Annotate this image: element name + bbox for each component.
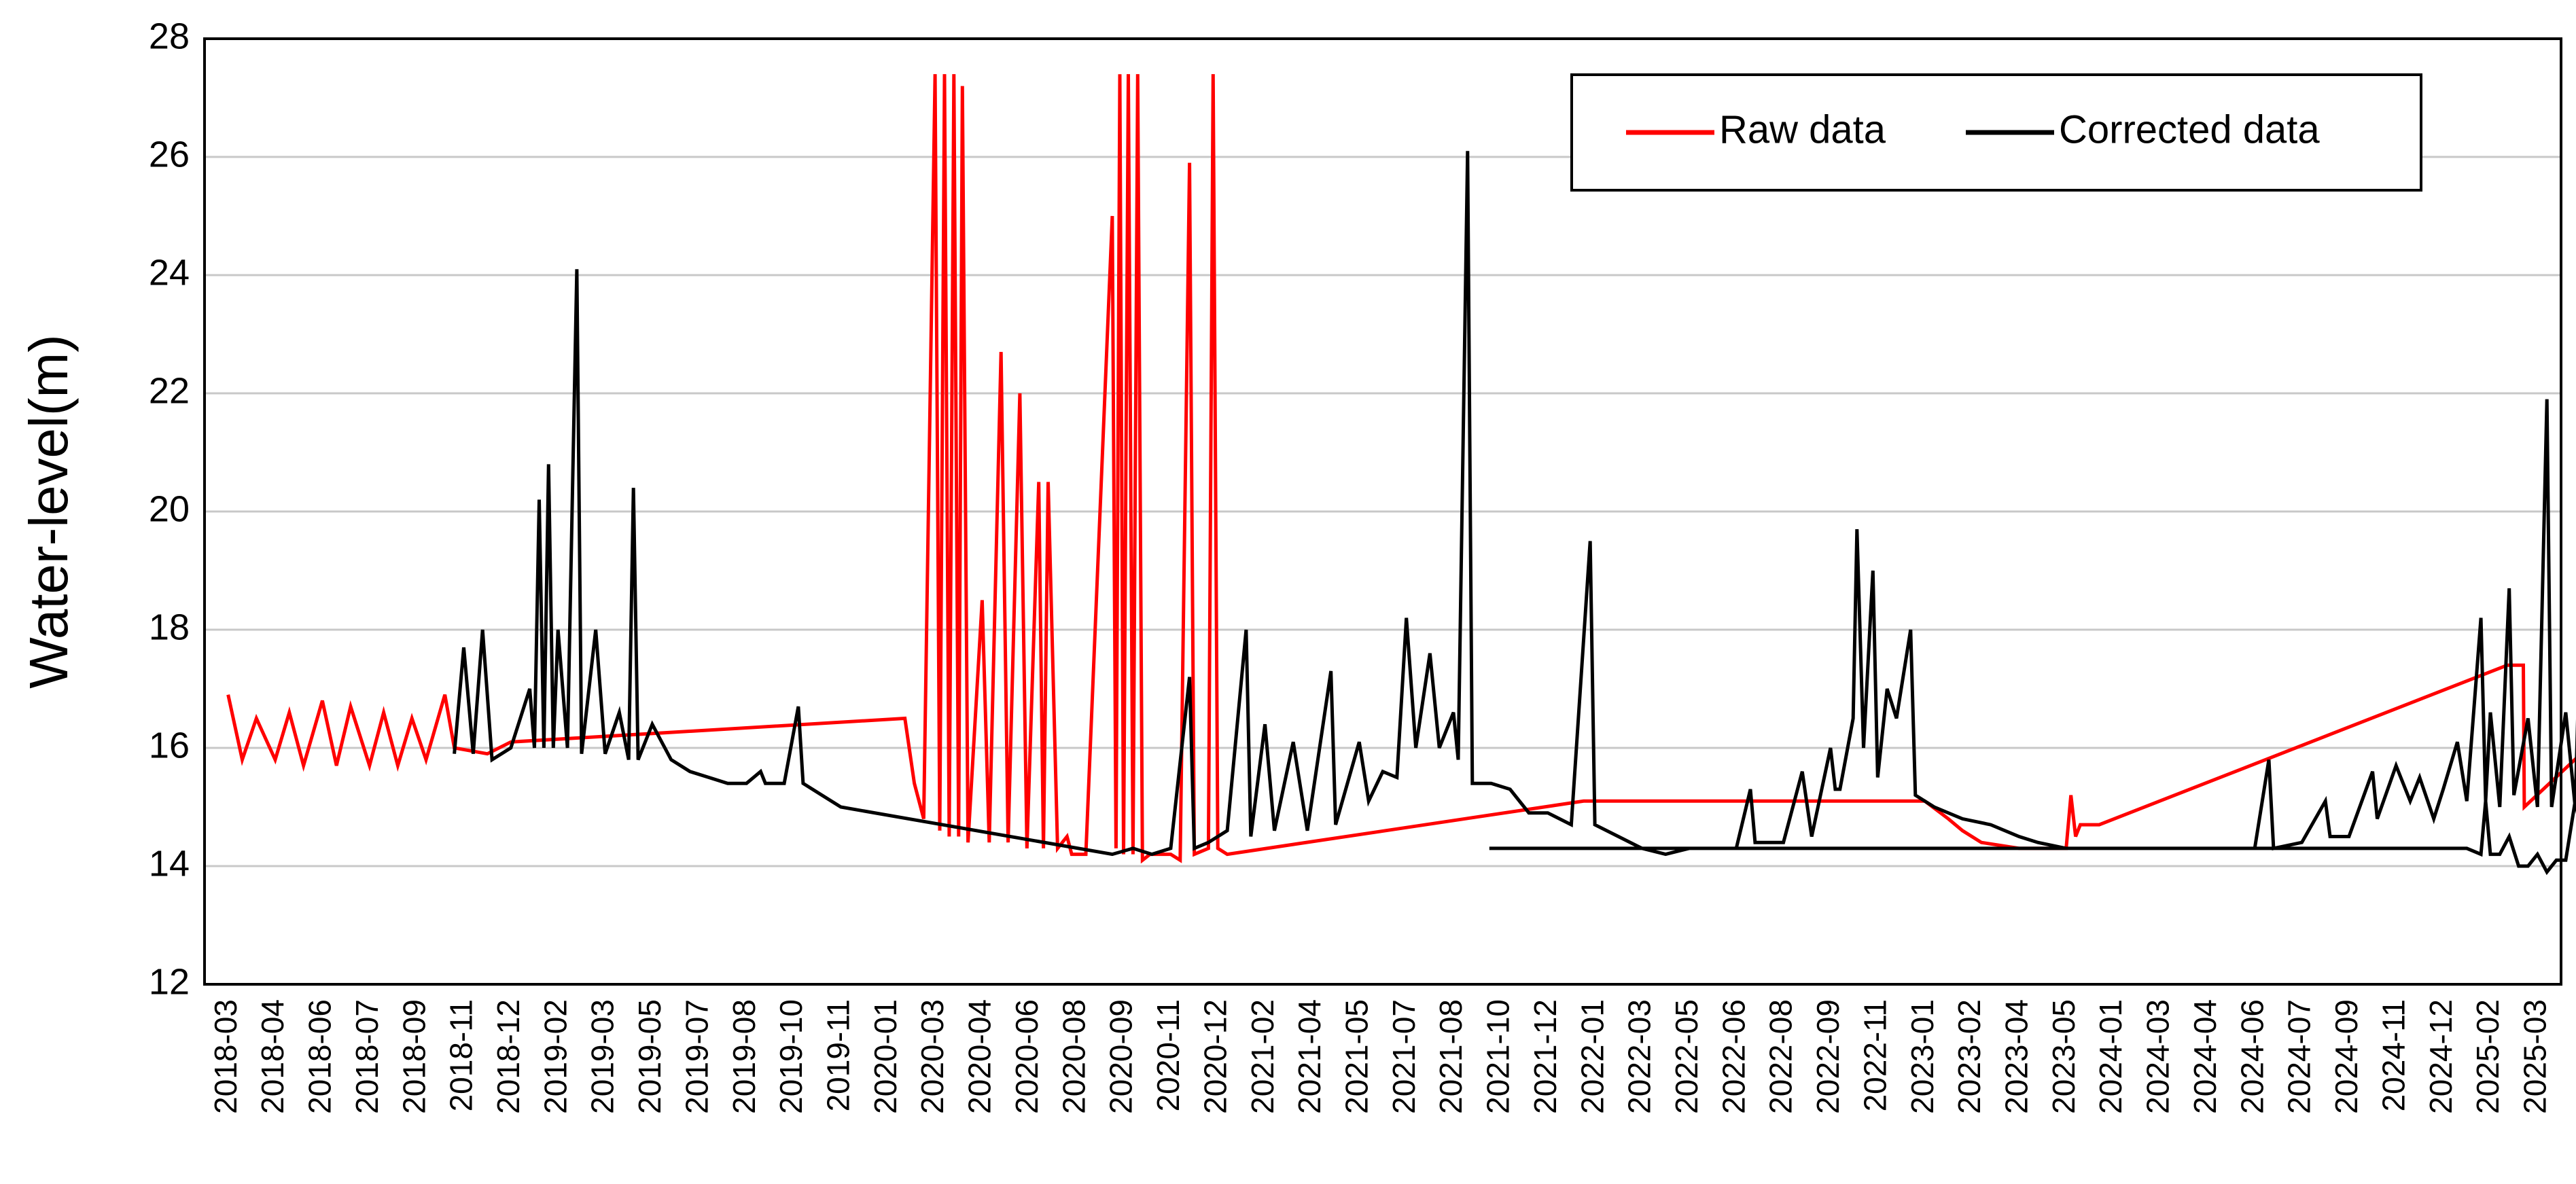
x-tick-label: 2018-11 (444, 999, 479, 1111)
x-axis-ticks: 2018-03 2018-04 2018-06 2018-07 2018-09 2018-… (208, 999, 2553, 1114)
x-tick-label: 2020-04 (962, 999, 998, 1114)
y-axis-label: Water-level(m) (18, 334, 79, 688)
x-tick-label: 2024-12 (2423, 999, 2458, 1114)
x-tick-label: 2022-01 (1574, 999, 1610, 1114)
y-axis-ticks: 12 14 16 18 20 22 24 26 28 (149, 16, 190, 1002)
x-tick-label: 2021-02 (1245, 999, 1280, 1114)
x-tick-label: 2020-09 (1104, 999, 1139, 1114)
x-tick-label: 2018-09 (396, 999, 431, 1114)
x-tick-label: 2025-03 (2517, 999, 2552, 1114)
x-tick-label: 2024-09 (2329, 999, 2364, 1114)
grid-layer (205, 156, 2561, 867)
x-tick-label: 2019-03 (585, 999, 620, 1114)
x-tick-label: 2019-08 (726, 999, 762, 1114)
x-tick-label: 2023-02 (1952, 999, 1987, 1114)
y-tick-label: 22 (149, 370, 190, 411)
y-tick-label: 28 (149, 16, 190, 56)
x-tick-label: 2018-06 (302, 999, 338, 1114)
x-tick-label: 2025-02 (2470, 999, 2505, 1114)
x-tick-label: 2022-06 (1716, 999, 1751, 1114)
x-tick-label: 2024-03 (2140, 999, 2176, 1114)
x-tick-label: 2018-04 (255, 999, 290, 1114)
x-tick-label: 2021-07 (1386, 999, 1422, 1114)
x-tick-label: 2021-10 (1481, 999, 1516, 1114)
x-tick-label: 2021-08 (1433, 999, 1468, 1114)
x-tick-label: 2021-05 (1339, 999, 1374, 1114)
x-tick-label: 2023-01 (1905, 999, 1940, 1114)
x-tick-label: 2019-02 (537, 999, 573, 1114)
x-tick-label: 2020-11 (1150, 999, 1186, 1111)
y-tick-label: 18 (149, 607, 190, 647)
y-tick-label: 16 (149, 725, 190, 766)
x-tick-label: 2019-05 (632, 999, 667, 1114)
y-tick-label: 12 (149, 961, 190, 1002)
x-tick-label: 2023-05 (2046, 999, 2081, 1114)
x-tick-label: 2022-05 (1669, 999, 1704, 1114)
x-tick-label: 2020-06 (1009, 999, 1044, 1114)
x-tick-label: 2018-12 (491, 999, 526, 1114)
x-tick-label: 2024-04 (2187, 999, 2223, 1114)
x-tick-label: 2022-09 (1810, 999, 1846, 1114)
x-tick-label: 2020-03 (915, 999, 950, 1114)
x-tick-label: 2019-10 (773, 999, 809, 1114)
legend-label-raw-data: Raw data (1719, 107, 1886, 151)
x-tick-label: 2020-01 (868, 999, 903, 1114)
x-tick-label: 2019-07 (679, 999, 714, 1114)
x-tick-label: 2022-08 (1763, 999, 1799, 1114)
x-tick-label: 2024-06 (2234, 999, 2270, 1114)
x-tick-label: 2024-01 (2093, 999, 2128, 1114)
plot-area-border (203, 37, 2562, 986)
series-line-corrected-data (453, 151, 2576, 876)
x-tick-label: 2021-04 (1292, 999, 1327, 1114)
x-tick-label: 2018-03 (208, 999, 243, 1114)
series-layer (226, 74, 2576, 876)
y-tick-label: 20 (149, 488, 190, 529)
y-tick-label: 14 (149, 843, 190, 884)
x-tick-label: 2021-12 (1528, 999, 1563, 1114)
x-tick-label: 2022-03 (1622, 999, 1657, 1114)
x-tick-label: 2024-07 (2282, 999, 2317, 1114)
y-tick-label: 24 (149, 252, 190, 293)
x-tick-label: 2020-08 (1056, 999, 1091, 1114)
x-tick-label: 2019-11 (821, 999, 856, 1111)
x-tick-label: 2022-11 (1857, 999, 1892, 1111)
x-tick-label: 2018-07 (349, 999, 385, 1114)
y-tick-label: 26 (149, 134, 190, 175)
legend-label-corrected-data: Corrected data (2059, 107, 2320, 151)
x-tick-label: 2020-12 (1197, 999, 1233, 1114)
x-tick-label: 2023-04 (1999, 999, 2034, 1114)
x-tick-label: 2024-11 (2376, 999, 2411, 1111)
legend: Raw data Corrected data (1570, 73, 2422, 192)
